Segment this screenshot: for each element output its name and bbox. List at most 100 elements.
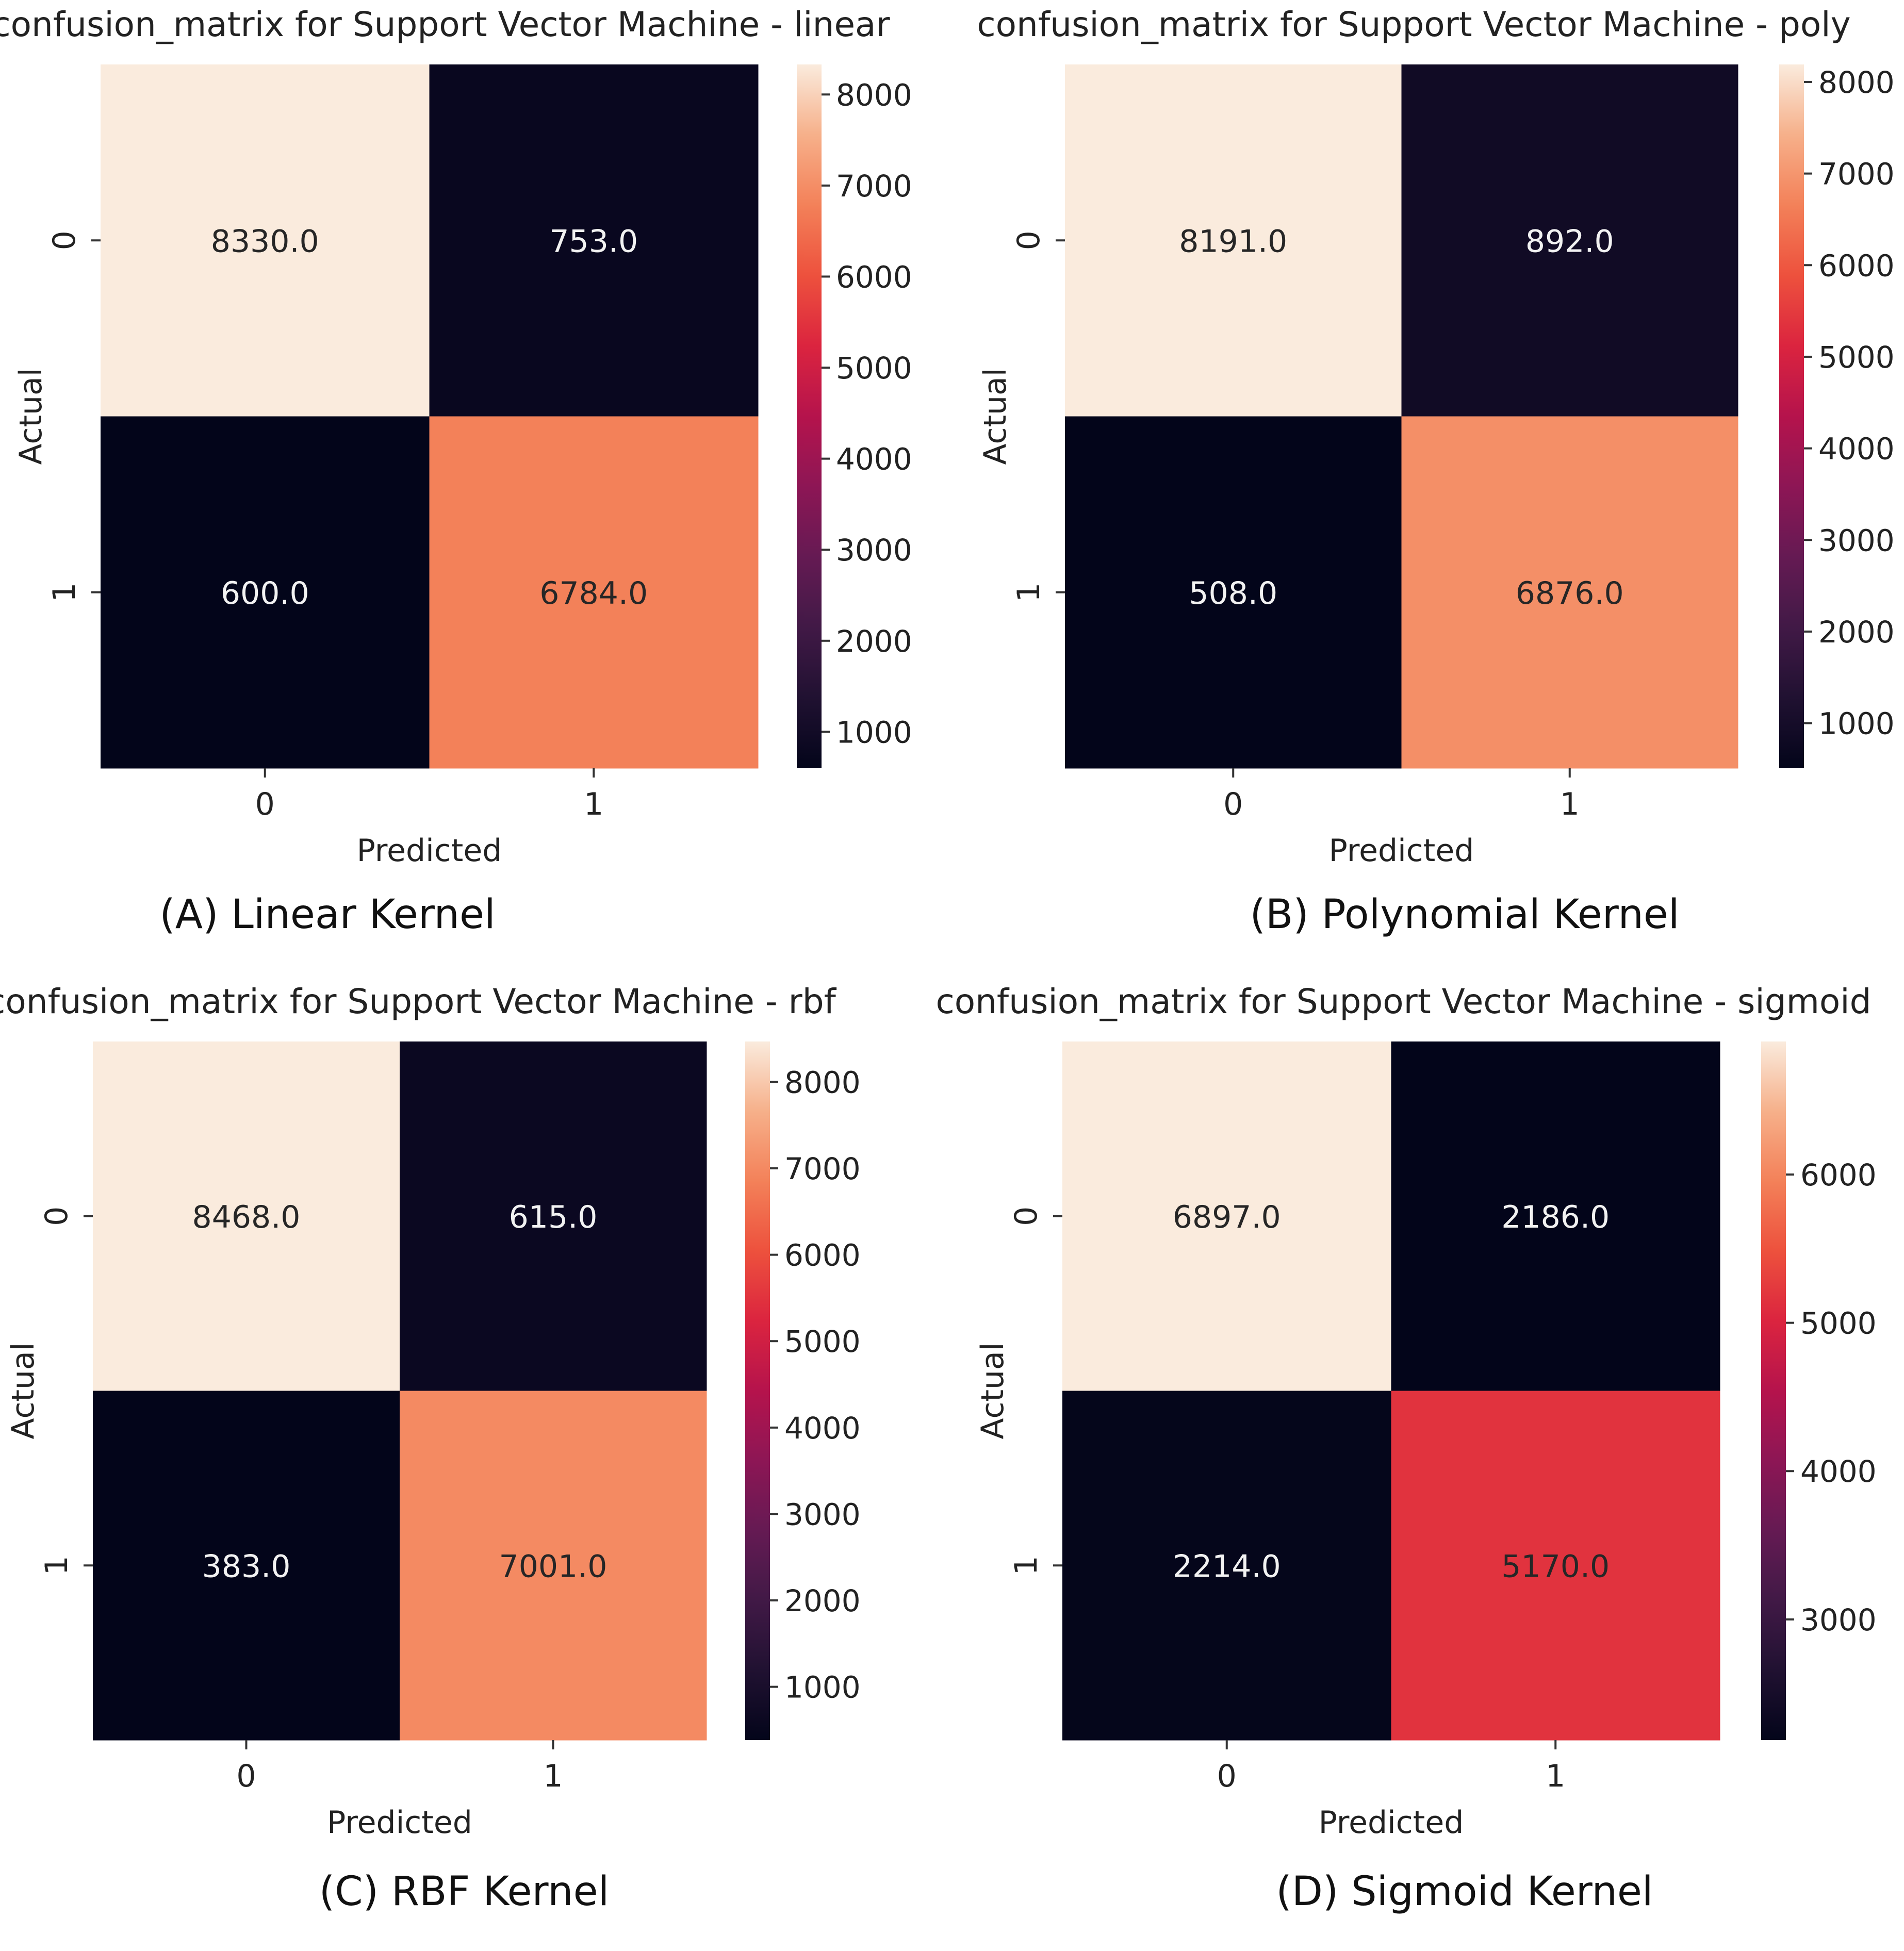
cell-value-label: 7001.0 <box>499 1548 608 1584</box>
heatmap-cell <box>1401 64 1738 417</box>
colorbar-tick-label: 6000 <box>1818 248 1895 283</box>
colorbar-tick-label: 8000 <box>836 77 912 112</box>
cell-value-label: 5170.0 <box>1501 1548 1610 1584</box>
cell-value-label: 383.0 <box>202 1548 291 1584</box>
panel-caption: (C) RBF Kernel <box>319 1869 610 1915</box>
x-tick-label: 0 <box>236 1758 256 1794</box>
colorbar-tick-label: 5000 <box>1818 340 1895 375</box>
colorbar-tick-label: 6000 <box>836 259 912 294</box>
x-tick-label: 1 <box>1546 1758 1565 1794</box>
y-tick-label: 1 <box>1011 583 1047 602</box>
cell-value-label: 2214.0 <box>1173 1548 1281 1584</box>
colorbar <box>745 1041 770 1740</box>
y-tick-label: 0 <box>46 230 83 250</box>
heatmap-cell <box>1065 64 1402 417</box>
colorbar-tick-label: 5000 <box>784 1324 861 1359</box>
colorbar <box>797 64 822 768</box>
chart-title: confusion_matrix for Support Vector Mach… <box>0 5 890 44</box>
colorbar-tick-label: 1000 <box>836 715 912 750</box>
cell-value-label: 6876.0 <box>1516 575 1624 611</box>
cell-value-label: 600.0 <box>221 575 309 611</box>
cell-value-label: 8191.0 <box>1179 223 1287 259</box>
heatmap-cell <box>429 416 759 769</box>
y-tick-label: 0 <box>39 1206 75 1226</box>
heatmap-cell <box>400 1041 707 1391</box>
x-axis-label: Predicted <box>1319 1805 1464 1841</box>
heatmap-cell <box>101 416 430 769</box>
y-tick-label: 0 <box>1008 1206 1044 1226</box>
colorbar-tick-label: 5000 <box>836 351 912 386</box>
colorbar-tick-label: 8000 <box>1818 65 1895 100</box>
cell-value-label: 615.0 <box>509 1199 598 1235</box>
x-tick-label: 1 <box>584 786 603 822</box>
heatmap-cell <box>1391 1391 1720 1741</box>
cell-value-label: 8330.0 <box>211 223 319 259</box>
colorbar-tick-label: 3000 <box>836 533 912 568</box>
colorbar-tick-label: 4000 <box>1818 432 1895 467</box>
heatmap-panel-4: confusion_matrix for Support Vector Mach… <box>935 982 1876 1915</box>
y-tick-label: 1 <box>39 1556 75 1575</box>
x-axis-label: Predicted <box>357 833 502 869</box>
colorbar <box>1779 64 1804 768</box>
colorbar-tick-label: 1000 <box>1818 706 1895 741</box>
heatmap-cell <box>1065 416 1402 769</box>
y-axis-label: Actual <box>975 1343 1011 1440</box>
x-tick-label: 0 <box>255 786 275 822</box>
cell-value-label: 892.0 <box>1525 223 1614 259</box>
heatmap-cell <box>93 1391 400 1741</box>
x-axis-label: Predicted <box>327 1805 472 1841</box>
heatmap-cell <box>93 1041 400 1391</box>
heatmap-cell <box>101 64 430 417</box>
colorbar-tick-label: 7000 <box>1818 157 1895 192</box>
y-axis-label: Actual <box>5 1343 41 1440</box>
panel-caption: (B) Polynomial Kernel <box>1250 891 1679 938</box>
colorbar-tick-label: 2000 <box>784 1583 861 1618</box>
colorbar-tick-label: 7000 <box>784 1151 861 1186</box>
heatmap-cell <box>1391 1041 1720 1391</box>
colorbar-tick-label: 7000 <box>836 169 912 204</box>
heatmap-cell <box>1062 1041 1391 1391</box>
heatmap-cell <box>1062 1391 1391 1741</box>
x-tick-label: 1 <box>1560 786 1580 822</box>
heatmap-cell <box>1401 416 1738 769</box>
panel-caption: (D) Sigmoid Kernel <box>1276 1869 1653 1915</box>
colorbar-tick-label: 6000 <box>1800 1158 1877 1193</box>
y-tick-label: 1 <box>46 583 83 602</box>
cell-value-label: 753.0 <box>549 223 638 259</box>
colorbar-tick-label: 5000 <box>1800 1306 1877 1341</box>
colorbar-tick-label: 6000 <box>784 1238 861 1273</box>
y-axis-label: Actual <box>13 368 49 465</box>
colorbar-tick-label: 4000 <box>836 442 912 477</box>
colorbar-tick-label: 3000 <box>1800 1602 1877 1638</box>
colorbar-tick-label: 2000 <box>1818 615 1895 650</box>
cell-value-label: 2186.0 <box>1501 1199 1610 1235</box>
y-tick-label: 0 <box>1011 230 1047 250</box>
colorbar-tick-label: 1000 <box>784 1670 861 1705</box>
cell-value-label: 508.0 <box>1189 575 1277 611</box>
colorbar-tick-label: 4000 <box>784 1411 861 1446</box>
panel-caption: (A) Linear Kernel <box>159 891 495 938</box>
x-tick-label: 0 <box>1217 1758 1237 1794</box>
colorbar-tick-label: 2000 <box>836 624 912 659</box>
colorbar-tick-label: 3000 <box>784 1497 861 1532</box>
x-tick-label: 0 <box>1223 786 1243 822</box>
colorbar-tick-label: 3000 <box>1818 523 1895 558</box>
cell-value-label: 8468.0 <box>192 1199 301 1235</box>
heatmap-panel-3: confusion_matrix for Support Vector Mach… <box>0 982 861 1915</box>
chart-title: confusion_matrix for Support Vector Mach… <box>977 5 1850 44</box>
y-tick-label: 1 <box>1008 1556 1044 1575</box>
x-axis-label: Predicted <box>1329 833 1474 869</box>
colorbar-tick-label: 4000 <box>1800 1454 1877 1489</box>
colorbar-tick-label: 8000 <box>784 1065 861 1100</box>
cell-value-label: 6897.0 <box>1173 1199 1281 1235</box>
colorbar <box>1761 1041 1786 1740</box>
chart-title: confusion_matrix for Support Vector Mach… <box>935 982 1871 1021</box>
heatmap-panel-1: confusion_matrix for Support Vector Mach… <box>0 5 912 938</box>
heatmap-cell <box>400 1391 707 1741</box>
cell-value-label: 6784.0 <box>539 575 648 611</box>
heatmap-cell <box>429 64 759 417</box>
chart-title: confusion_matrix for Support Vector Mach… <box>0 982 837 1021</box>
y-axis-label: Actual <box>977 368 1013 465</box>
x-tick-label: 1 <box>543 1758 563 1794</box>
